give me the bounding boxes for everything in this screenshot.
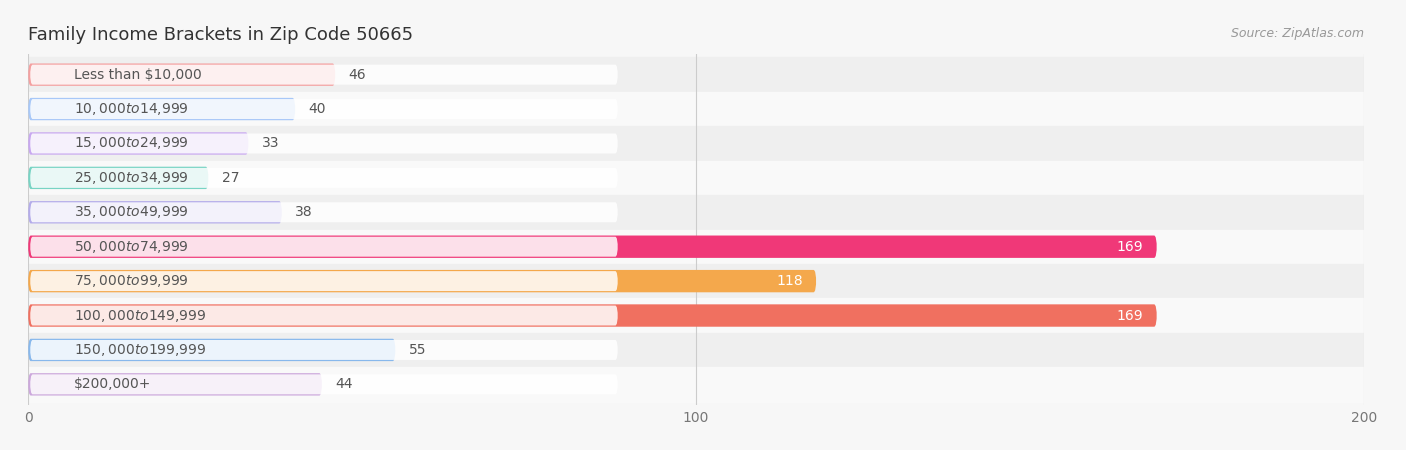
- Text: 27: 27: [222, 171, 239, 185]
- Text: 169: 169: [1116, 309, 1143, 323]
- Text: $100,000 to $149,999: $100,000 to $149,999: [75, 307, 207, 324]
- Bar: [28, 126, 1364, 161]
- Text: $150,000 to $199,999: $150,000 to $199,999: [75, 342, 207, 358]
- Text: $200,000+: $200,000+: [75, 378, 152, 392]
- Text: $15,000 to $24,999: $15,000 to $24,999: [75, 135, 188, 152]
- Bar: [28, 58, 1364, 92]
- FancyBboxPatch shape: [30, 202, 617, 222]
- FancyBboxPatch shape: [30, 374, 617, 394]
- FancyBboxPatch shape: [28, 98, 295, 120]
- FancyBboxPatch shape: [30, 99, 617, 119]
- FancyBboxPatch shape: [28, 235, 1157, 258]
- Text: $35,000 to $49,999: $35,000 to $49,999: [75, 204, 188, 220]
- Text: Source: ZipAtlas.com: Source: ZipAtlas.com: [1230, 27, 1364, 40]
- FancyBboxPatch shape: [28, 166, 208, 189]
- Bar: [28, 333, 1364, 367]
- Text: $50,000 to $74,999: $50,000 to $74,999: [75, 238, 188, 255]
- FancyBboxPatch shape: [30, 271, 617, 291]
- Text: $10,000 to $14,999: $10,000 to $14,999: [75, 101, 188, 117]
- FancyBboxPatch shape: [28, 304, 1157, 327]
- Text: Family Income Brackets in Zip Code 50665: Family Income Brackets in Zip Code 50665: [28, 26, 413, 44]
- FancyBboxPatch shape: [28, 201, 281, 224]
- Text: 55: 55: [409, 343, 426, 357]
- FancyBboxPatch shape: [30, 306, 617, 325]
- FancyBboxPatch shape: [28, 373, 322, 396]
- Bar: [28, 195, 1364, 230]
- Text: $25,000 to $34,999: $25,000 to $34,999: [75, 170, 188, 186]
- Text: 33: 33: [262, 136, 280, 150]
- Bar: [28, 298, 1364, 333]
- Text: 169: 169: [1116, 240, 1143, 254]
- Text: 118: 118: [776, 274, 803, 288]
- FancyBboxPatch shape: [30, 168, 617, 188]
- FancyBboxPatch shape: [28, 339, 395, 361]
- FancyBboxPatch shape: [30, 134, 617, 153]
- FancyBboxPatch shape: [28, 132, 249, 155]
- Text: $75,000 to $99,999: $75,000 to $99,999: [75, 273, 188, 289]
- Bar: [28, 264, 1364, 298]
- FancyBboxPatch shape: [30, 237, 617, 256]
- FancyBboxPatch shape: [30, 65, 617, 85]
- Bar: [28, 230, 1364, 264]
- Bar: [28, 92, 1364, 126]
- Bar: [28, 161, 1364, 195]
- Text: 46: 46: [349, 68, 367, 81]
- Text: 44: 44: [336, 378, 353, 392]
- Text: Less than $10,000: Less than $10,000: [75, 68, 202, 81]
- FancyBboxPatch shape: [28, 270, 817, 292]
- Text: 40: 40: [309, 102, 326, 116]
- FancyBboxPatch shape: [30, 340, 617, 360]
- Bar: [28, 367, 1364, 401]
- FancyBboxPatch shape: [28, 63, 336, 86]
- Text: 38: 38: [295, 205, 314, 219]
